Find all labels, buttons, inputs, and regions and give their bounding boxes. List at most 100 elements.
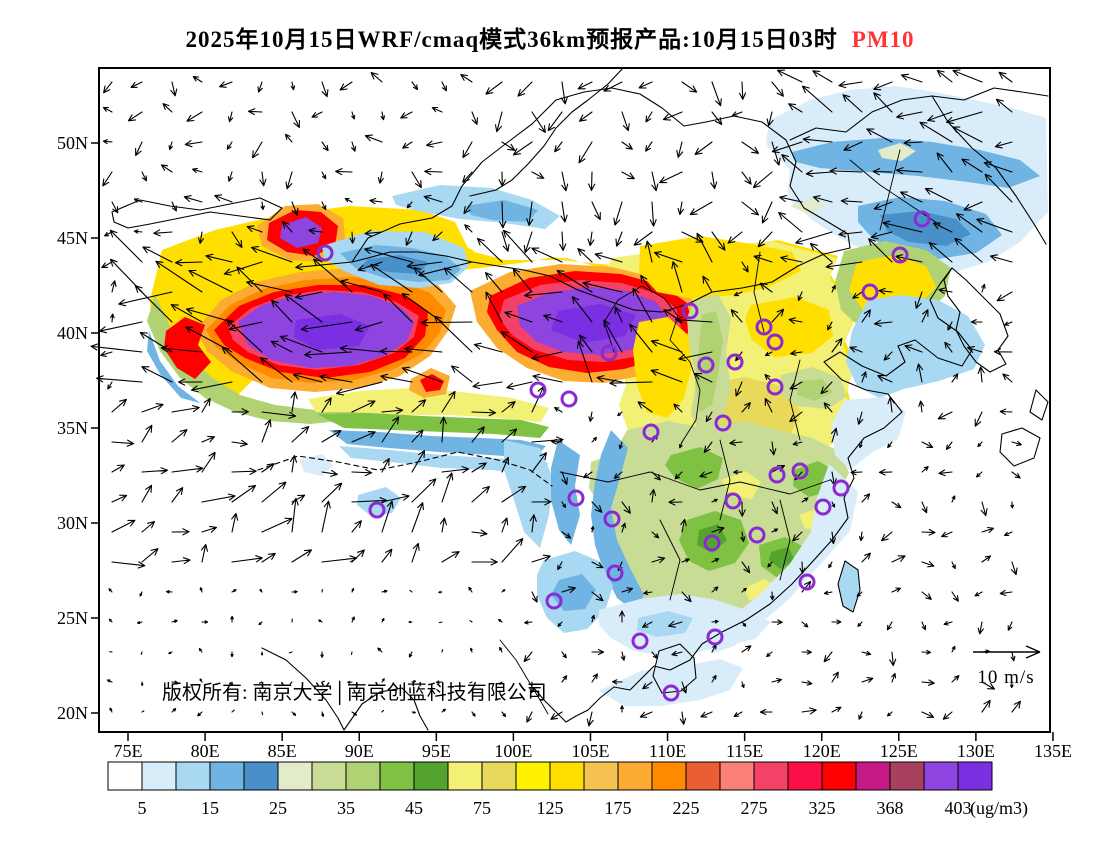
colorbar-cell — [209, 761, 245, 791]
colorbar: 5 15 25 35 45 75 125 175 225 275 325 368 403(ug/m3) — [107, 761, 1028, 819]
coastline — [879, 149, 901, 231]
station-markers — [316, 210, 931, 702]
colorbar-cell — [889, 761, 925, 791]
coastline — [603, 285, 701, 443]
wind-vector-field — [90, 69, 1022, 727]
contour-fill — [792, 138, 1040, 188]
axis-labels: 75E 80E 85E 90E 95E 100E 105E 110E 115E 120E 125E 1… — [57, 133, 1072, 761]
colorbar-cell — [685, 761, 721, 791]
lon-tick-label: 130E — [957, 741, 995, 761]
colorbar-cell — [277, 761, 313, 791]
colorbar-unit-label: (ug/m3) — [970, 798, 1028, 819]
colorbar-cell — [549, 761, 585, 791]
colorbar-cell — [311, 761, 347, 791]
station-marker — [606, 564, 624, 582]
colorbar-tick-label: 35 — [337, 798, 355, 818]
lat-tick-label: 25N — [57, 608, 88, 628]
map-frame — [98, 67, 1051, 733]
coastline — [999, 427, 1041, 467]
coastline — [499, 639, 549, 715]
colorbar-tick-label: 325 — [809, 798, 836, 818]
colorbar-cell — [175, 761, 211, 791]
contour-fill — [637, 611, 693, 637]
contour-fill — [299, 454, 333, 476]
coastline — [789, 359, 801, 441]
contour-fill — [790, 198, 825, 215]
contour-fill — [654, 645, 696, 693]
page-title: 2025年10月15日WRF/cmaq模式36km预报产品:10月15日03时 P… — [0, 20, 1100, 54]
colorbar-tick-label: 225 — [673, 798, 700, 818]
station-marker — [662, 684, 680, 702]
colorbar-cell — [447, 761, 483, 791]
contour-fill — [317, 413, 549, 438]
lon-tick-label: 75E — [114, 741, 143, 761]
station-marker — [368, 501, 386, 519]
lon-tick-label: 100E — [494, 741, 532, 761]
contour-fill — [551, 440, 580, 545]
wind-scale-label: 10 m/s — [977, 667, 1034, 688]
contour-fill — [633, 317, 692, 418]
lat-tick-label: 45N — [57, 228, 88, 248]
colorbar-cell — [651, 761, 687, 791]
station-marker — [768, 466, 786, 484]
colorbar-tick-label: 275 — [741, 798, 768, 818]
colorbar-cell — [855, 761, 891, 791]
station-marker — [724, 492, 742, 510]
colorbar-cell — [141, 761, 177, 791]
colorbar-tick-label: 5 — [138, 798, 147, 818]
station-marker — [631, 632, 649, 650]
coastline — [753, 251, 765, 333]
coastline — [849, 159, 941, 226]
contour-fill — [846, 295, 985, 398]
title-text: 2025年10月15日WRF/cmaq模式36km预报产品:10月15日03时 — [185, 27, 838, 52]
station-marker — [529, 381, 547, 399]
colorbar-tick-label: 175 — [605, 798, 632, 818]
station-marker — [791, 462, 809, 480]
coastlines-borders — [111, 67, 1049, 731]
lon-tick-label: 135E — [1034, 741, 1072, 761]
coastline — [943, 267, 1009, 373]
lon-tick-label: 90E — [345, 741, 374, 761]
coastline — [837, 560, 861, 613]
contour-fill — [769, 547, 795, 569]
lon-tick-label: 80E — [191, 741, 220, 761]
colorbar-cell — [923, 761, 959, 791]
station-marker — [861, 283, 879, 301]
lon-tick-label: 95E — [422, 741, 451, 761]
lat-tick-label: 50N — [57, 133, 88, 153]
colorbar-cell — [107, 761, 143, 791]
contour-fill — [838, 562, 860, 612]
coastline — [789, 87, 1049, 141]
lat-tick-label: 40N — [57, 323, 88, 343]
station-marker — [316, 244, 334, 262]
colorbar-cell — [345, 761, 381, 791]
contour-fill — [420, 374, 444, 392]
coastline — [565, 267, 973, 723]
colorbar-tick-label: 368 — [877, 798, 904, 818]
colorbar-tick-label: 403 — [945, 798, 972, 818]
station-marker — [642, 423, 660, 441]
contour-fill — [164, 317, 211, 379]
station-marker — [913, 210, 931, 228]
colorbar-cell — [957, 761, 993, 791]
station-marker — [755, 318, 773, 336]
copyright-text: 版权所有: 南京大学│南京创蓝科技有限公司 — [162, 680, 547, 706]
contour-fill — [504, 440, 553, 548]
contour-fill — [695, 311, 723, 412]
colorbar-cell — [583, 761, 619, 791]
coastline — [343, 687, 429, 731]
coastline — [652, 643, 697, 694]
station-marker — [567, 489, 585, 507]
colorbar-tick-label: 125 — [537, 798, 564, 818]
contour-fill — [294, 314, 370, 350]
coastline — [1029, 389, 1049, 421]
colorbar-cell — [243, 761, 279, 791]
colorbar-cell — [821, 761, 857, 791]
contour-fill — [665, 447, 723, 489]
contour-fill — [339, 446, 549, 475]
lon-tick-label: 115E — [726, 741, 763, 761]
contour-fill — [329, 430, 546, 458]
lon-tick-label: 120E — [803, 741, 841, 761]
colorbar-tick-label: 25 — [269, 798, 287, 818]
